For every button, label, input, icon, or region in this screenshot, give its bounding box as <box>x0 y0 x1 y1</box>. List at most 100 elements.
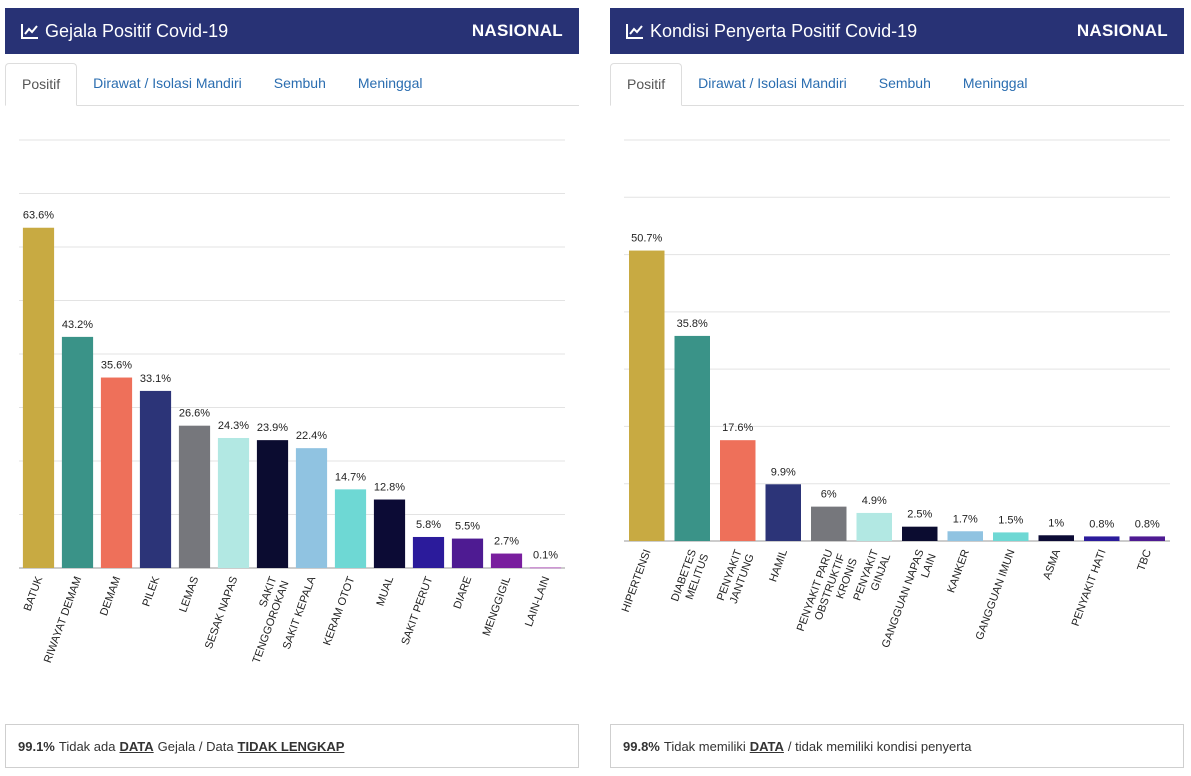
bar-diabetes-melitus[interactable] <box>674 335 710 541</box>
category-label: HIPERTENSI <box>620 548 654 614</box>
bar-sakit-tenggorokan[interactable] <box>256 440 289 568</box>
category-label: PENYAKIT PARUOBSTRUKTIFKRONIS <box>795 548 860 642</box>
bar-sesak-napas[interactable] <box>217 437 250 568</box>
bar-hamil[interactable] <box>765 484 801 541</box>
value-label: 43.2% <box>62 319 93 331</box>
category-label: DEMAM <box>98 575 123 618</box>
bar-tbc[interactable] <box>1129 536 1165 541</box>
category-label: GANGGUAN IMUN <box>974 548 1018 642</box>
category-label: PENYAKIT HATI <box>1070 548 1109 628</box>
scope-label: NASIONAL <box>471 21 563 40</box>
bar-gangguan-napas-lain[interactable] <box>902 526 938 541</box>
bar-penyakit-jantung[interactable] <box>720 440 756 541</box>
footer-data-link[interactable]: DATA <box>119 738 154 754</box>
value-label: 0.8% <box>1135 518 1160 530</box>
panel-title-text: Kondisi Penyerta Positif Covid-19 <box>650 20 918 41</box>
comorbidity-bar-chart: 50.7% HIPERTENSI 35.8% DIABETESMELITUS 17.6%… <box>620 139 1170 649</box>
value-label: 14.7% <box>335 471 366 483</box>
value-label: 17.6% <box>722 422 753 434</box>
line-chart-icon <box>626 24 643 39</box>
bar-keram-otot[interactable] <box>334 489 367 568</box>
value-label: 35.8% <box>677 318 708 330</box>
footer-incomplete-link[interactable]: TIDAK LENGKAP <box>237 738 345 754</box>
panel-header: Kondisi Penyerta Positif Covid-19 NASION… <box>610 8 1184 54</box>
category-label: LEMAS <box>177 575 201 614</box>
category-label: PENYAKITJANTUNG <box>715 548 757 607</box>
bar-pilek[interactable] <box>139 390 172 568</box>
bar-riwayat-demam[interactable] <box>61 336 94 568</box>
tab-positif[interactable]: Positif <box>5 63 78 106</box>
value-label: 5.5% <box>455 521 480 533</box>
value-label: 1.7% <box>953 513 978 525</box>
panel-title: Kondisi Penyerta Positif Covid-19 <box>626 21 917 42</box>
symptoms-bar-chart: 63.6% BATUK 43.2% RIWAYAT DEMAM 35.6% DEMAM 33… <box>19 139 565 665</box>
category-label: PENYAKITGINJAL <box>851 548 893 607</box>
bar-asma[interactable] <box>1038 535 1074 541</box>
bar-hipertensi[interactable] <box>629 250 665 541</box>
tab-meninggal[interactable]: Meninggal <box>357 75 423 91</box>
bar-demam[interactable] <box>100 377 133 568</box>
footer-data-link[interactable]: DATA <box>749 738 784 754</box>
value-label: 4.9% <box>862 495 887 507</box>
category-label: MUAL <box>375 575 397 608</box>
category-label: TBC <box>1135 548 1154 573</box>
tab-dirawat[interactable]: Dirawat / Isolasi Mandiri <box>93 75 242 91</box>
bar-sakit-perut[interactable] <box>412 536 445 568</box>
category-label: SAKITTENGGOROKAN <box>238 575 291 665</box>
value-label: 0.8% <box>1089 518 1114 530</box>
bar-kanker[interactable] <box>947 531 983 541</box>
bar-penyakit-hati[interactable] <box>1084 536 1120 541</box>
value-label: 63.6% <box>23 210 54 222</box>
value-label: 9.9% <box>771 466 796 478</box>
symptoms-panel: Gejala Positif Covid-19 NASIONAL Positif… <box>5 8 579 776</box>
category-label: MENGGIGIL <box>481 575 514 638</box>
value-label: 6% <box>821 489 837 501</box>
bar-diare[interactable] <box>451 538 484 568</box>
footer-text-1: Tidak memiliki <box>663 738 746 754</box>
tab-bar: Positif Dirawat / Isolasi Mandiri Sembuh… <box>610 63 1184 106</box>
value-label: 2.5% <box>907 509 932 521</box>
value-label: 0.1% <box>533 549 558 561</box>
category-label: SESAK NAPAS <box>203 575 240 651</box>
bar-penyakit-paru-obstruktif-kronis[interactable] <box>811 506 847 541</box>
category-label: PILEK <box>140 574 162 608</box>
category-label: SAKIT PERUT <box>399 575 435 647</box>
tab-positif[interactable]: Positif <box>610 63 683 106</box>
value-label: 12.8% <box>374 482 405 494</box>
category-label: LAIN-LAIN <box>523 575 552 629</box>
panel-title-text: Gejala Positif Covid-19 <box>45 20 229 41</box>
category-label: HAMIL <box>767 548 790 584</box>
value-label: 5.8% <box>416 519 441 531</box>
footer-percent: 99.8% <box>623 738 660 754</box>
tab-meninggal[interactable]: Meninggal <box>962 75 1028 91</box>
category-label: KERAM OTOT <box>321 575 357 648</box>
footer-note: 99.8% Tidak memiliki DATA / tidak memili… <box>610 724 1184 768</box>
panel-title: Gejala Positif Covid-19 <box>21 21 228 42</box>
value-label: 35.6% <box>101 360 132 372</box>
category-label: RIWAYAT DEMAM <box>42 575 84 665</box>
bar-lemas[interactable] <box>178 425 211 568</box>
value-label: 1.5% <box>998 514 1023 526</box>
bar-lain-lain[interactable] <box>529 567 562 569</box>
value-label: 26.6% <box>179 408 210 420</box>
category-label: BATUK <box>22 574 46 612</box>
tab-sembuh[interactable]: Sembuh <box>273 75 326 91</box>
bar-batuk[interactable] <box>22 227 55 568</box>
bar-mual[interactable] <box>373 499 406 568</box>
category-label: ASMA <box>1041 547 1063 581</box>
scope-label: NASIONAL <box>1076 21 1168 40</box>
footer-text-2: / tidak memiliki kondisi penyerta <box>787 738 972 754</box>
category-label: DIARE <box>452 575 475 611</box>
tab-sembuh[interactable]: Sembuh <box>878 75 931 91</box>
footer-text-2: Gejala / Data <box>157 738 234 754</box>
bar-penyakit-ginjal[interactable] <box>856 512 892 541</box>
bar-gangguan-imun[interactable] <box>993 532 1029 541</box>
value-label: 22.4% <box>296 430 327 442</box>
line-chart-icon <box>21 24 38 39</box>
bar-sakit-kepala[interactable] <box>295 448 328 568</box>
category-label: KANKER <box>945 548 972 595</box>
bar-menggigil[interactable] <box>490 553 523 568</box>
panel-header: Gejala Positif Covid-19 NASIONAL <box>5 8 579 54</box>
category-label: DIABETESMELITUS <box>669 548 711 608</box>
tab-dirawat[interactable]: Dirawat / Isolasi Mandiri <box>698 75 847 91</box>
